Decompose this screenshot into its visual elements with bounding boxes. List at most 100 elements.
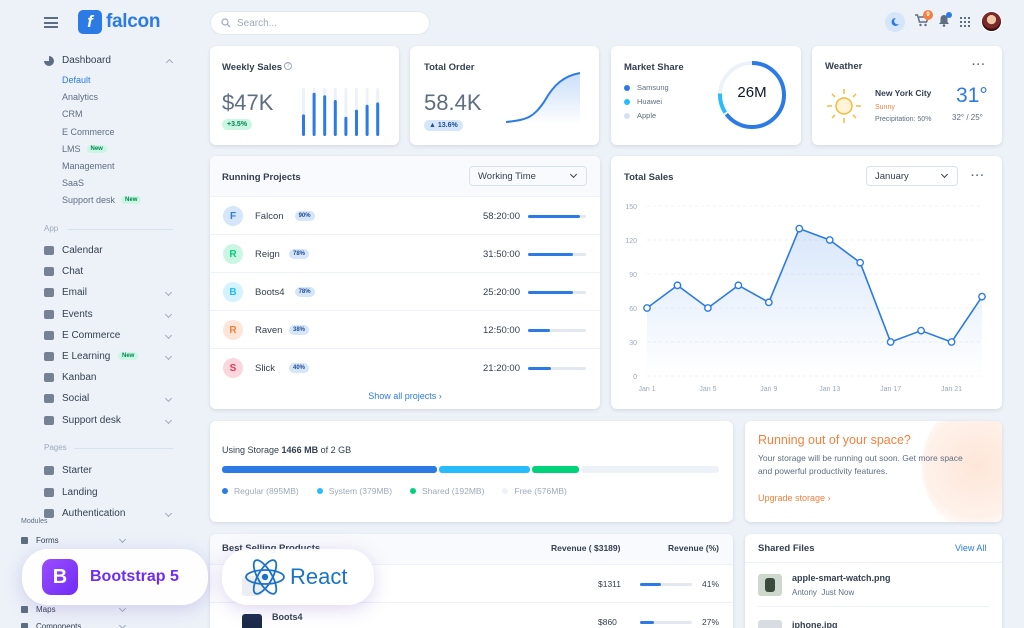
search-input[interactable]: Search... — [210, 11, 430, 35]
legend-label: Huawei — [637, 97, 663, 106]
project-progress — [528, 329, 586, 332]
info-icon: ? — [284, 62, 292, 70]
sidebar-item-support-desk[interactable]: Support desk — [44, 415, 174, 429]
sidebar-item-e-commerce[interactable]: E Commerce — [44, 330, 174, 344]
space-title: Running out of your space? — [758, 433, 911, 447]
sidebar-subitem-lms[interactable]: LMS New — [62, 144, 107, 154]
sales-point[interactable] — [947, 338, 956, 346]
sidebar-item-chat[interactable]: Chat — [44, 266, 174, 280]
legend-label: Regular (895MB) — [234, 486, 299, 496]
legend-dot — [222, 488, 228, 494]
file-name[interactable]: iphone.jpg — [792, 620, 838, 628]
sidebar-subitem-default[interactable]: Default — [62, 75, 91, 85]
show-all-projects-link[interactable]: Show all projects › — [368, 391, 442, 401]
sidebar-item-events[interactable]: Events — [44, 309, 174, 323]
sidebar-subitem-management[interactable]: Management — [62, 161, 115, 171]
weekly-sales-bar — [333, 100, 337, 136]
project-progress-fill — [528, 367, 552, 370]
hamburger-icon[interactable] — [44, 17, 58, 28]
sidebar-item-calendar[interactable]: Calendar — [44, 245, 174, 259]
sales-point[interactable] — [643, 304, 651, 312]
project-row[interactable]: B Boots4 78% 25:20:00 — [210, 272, 600, 310]
x-tick-label: Jan 17 — [880, 386, 901, 393]
cart-count-badge: 9 — [923, 10, 933, 20]
sales-point[interactable] — [825, 236, 834, 244]
project-name: Reign — [255, 249, 280, 260]
project-row[interactable]: S Slick 40% 21:20:00 — [210, 348, 600, 386]
sidebar-subitem-label: Management — [62, 161, 115, 171]
sidebar-item-label: Support desk — [62, 414, 121, 426]
chevron-down-icon — [164, 416, 173, 424]
sidebar-subitem-analytics[interactable]: Analytics — [62, 92, 98, 102]
weekly-sales-bar — [302, 114, 305, 136]
sales-point[interactable] — [795, 224, 804, 233]
sidebar-item-dashboard[interactable]: Dashboard — [44, 55, 174, 69]
notification-button[interactable] — [938, 12, 952, 28]
sidebar-subitem-support-desk[interactable]: Support desk New — [62, 195, 142, 205]
total-order-title: Total Order — [424, 62, 475, 73]
envelope-icon — [44, 288, 54, 298]
view-all-link[interactable]: View All — [955, 543, 987, 553]
legend-label: Samsung — [637, 83, 669, 92]
sidebar-item-social[interactable]: Social — [44, 393, 174, 407]
sidebar-item-kanban[interactable]: Kanban — [44, 372, 174, 386]
sales-point[interactable] — [978, 292, 986, 301]
globe-icon — [44, 487, 54, 497]
weekly-sales-change: +3.5% — [222, 119, 253, 130]
theme-toggle-button[interactable] — [885, 12, 905, 32]
sales-point[interactable] — [764, 298, 773, 307]
file-thumbnail — [758, 574, 782, 596]
more-options-button[interactable]: ··· — [971, 170, 985, 182]
sidebar-item-authentication[interactable]: Authentication — [44, 508, 174, 522]
project-name: Raven — [255, 325, 283, 336]
divider — [74, 448, 173, 449]
file-name[interactable]: apple-smart-watch.png — [792, 573, 891, 583]
sales-point[interactable] — [734, 281, 743, 290]
x-tick-label: Jan 21 — [941, 386, 962, 393]
project-progress-fill — [528, 253, 574, 256]
sidebar-module-label: Components — [36, 622, 82, 628]
sales-point[interactable] — [856, 258, 865, 267]
sidebar-subitem-crm[interactable]: CRM — [62, 109, 83, 119]
sales-point[interactable] — [917, 326, 925, 335]
x-tick-label: Jan 9 — [760, 386, 777, 393]
project-row[interactable]: F Falcon 90% 58:20:00 — [210, 196, 600, 234]
sidebar-item-starter[interactable]: Starter — [44, 465, 174, 479]
y-tick-label: 120 — [625, 238, 637, 245]
working-time-select[interactable]: Working Time — [469, 166, 587, 186]
sidebar-module-label: Forms — [36, 536, 59, 545]
sidebar-item-label: Calendar — [62, 245, 103, 256]
sidebar-subitem-saas[interactable]: SaaS — [62, 178, 84, 188]
weekly-sales-value: $47K — [222, 90, 274, 115]
new-badge: New — [86, 144, 107, 153]
sales-point[interactable] — [704, 304, 712, 312]
brand-logo[interactable]: f falcon — [78, 10, 160, 34]
sidebar-item-landing[interactable]: Landing — [44, 487, 174, 501]
bootstrap-logo-icon: B — [42, 559, 78, 595]
product-revenue: $1311 — [598, 579, 622, 589]
sidebar-module-maps[interactable]: Maps — [21, 604, 131, 616]
sidebar-subitem-e-commerce[interactable]: E Commerce — [62, 127, 115, 137]
project-row[interactable]: R Reign 78% 31:50:00 — [210, 234, 600, 272]
project-name: Slick — [255, 363, 276, 374]
product-row[interactable]: Boots4 $860 27% — [210, 602, 733, 628]
legend-label: Apple — [637, 111, 657, 120]
month-select[interactable]: January — [866, 166, 958, 186]
search-icon — [221, 18, 231, 28]
y-tick-label: 60 — [629, 306, 637, 313]
upgrade-storage-link[interactable]: Upgrade storage › — [758, 493, 831, 503]
apps-grid-icon[interactable] — [960, 17, 970, 27]
x-tick-label: Jan 13 — [819, 386, 840, 393]
sales-point[interactable] — [673, 281, 682, 290]
cart-icon — [44, 330, 54, 340]
sidebar-item-email[interactable]: Email — [44, 287, 174, 301]
sidebar-module-forms[interactable]: Forms — [21, 535, 131, 547]
avatar[interactable] — [981, 11, 1002, 32]
cart-button[interactable]: 9 — [915, 10, 933, 30]
more-options-button[interactable]: ··· — [972, 59, 986, 71]
sales-point[interactable] — [886, 338, 895, 346]
bookmark-icon — [44, 309, 54, 319]
sidebar-item-e-learning[interactable]: E Learning New — [44, 351, 174, 365]
sidebar-module-components[interactable]: Components — [21, 621, 131, 628]
project-row[interactable]: R Raven 38% 12:50:00 — [210, 310, 600, 348]
